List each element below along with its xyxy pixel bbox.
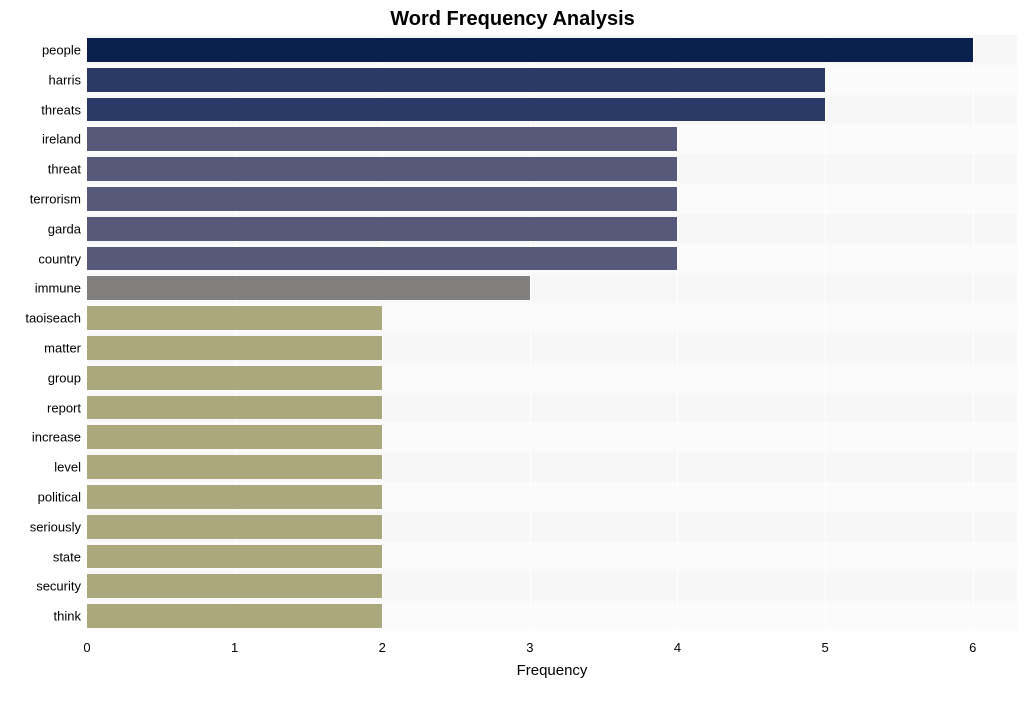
y-tick-label: political (0, 489, 81, 504)
bar (87, 157, 677, 181)
x-tick-label: 0 (83, 640, 90, 655)
grid-line (87, 35, 88, 631)
grid-line (825, 35, 826, 631)
y-tick-label: increase (0, 430, 81, 445)
y-tick-label: terrorism (0, 191, 81, 206)
y-tick-label: security (0, 579, 81, 594)
y-tick-label: group (0, 370, 81, 385)
bar (87, 217, 677, 241)
y-tick-label: people (0, 42, 81, 57)
y-tick-label: country (0, 251, 81, 266)
grid-line (382, 35, 383, 631)
grid-line (530, 35, 531, 631)
bar (87, 574, 382, 598)
y-tick-label: threat (0, 162, 81, 177)
x-tick-label: 1 (231, 640, 238, 655)
bar (87, 336, 382, 360)
y-tick-label: seriously (0, 519, 81, 534)
y-tick-label: immune (0, 281, 81, 296)
bar (87, 127, 677, 151)
bar (87, 515, 382, 539)
y-tick-label: harris (0, 72, 81, 87)
x-tick-label: 5 (821, 640, 828, 655)
bar (87, 187, 677, 211)
y-tick-label: level (0, 460, 81, 475)
y-tick-label: state (0, 549, 81, 564)
bar (87, 425, 382, 449)
y-tick-label: think (0, 609, 81, 624)
bar (87, 366, 382, 390)
bar (87, 455, 382, 479)
y-tick-label: garda (0, 221, 81, 236)
bar (87, 68, 825, 92)
x-tick-label: 6 (969, 640, 976, 655)
bar (87, 485, 382, 509)
y-tick-label: report (0, 400, 81, 415)
grid-line (235, 35, 236, 631)
x-tick-label: 3 (526, 640, 533, 655)
bar (87, 396, 382, 420)
grid-line (677, 35, 678, 631)
word-frequency-chart: Word Frequency Analysis people harris thre… (0, 0, 1025, 701)
bar (87, 306, 382, 330)
x-tick-label: 4 (674, 640, 681, 655)
bar (87, 98, 825, 122)
grid-line (973, 35, 974, 631)
y-tick-label: taoiseach (0, 311, 81, 326)
y-tick-label: ireland (0, 132, 81, 147)
bar (87, 604, 382, 628)
bar (87, 545, 382, 569)
x-axis-label: Frequency (87, 662, 1017, 679)
chart-title: Word Frequency Analysis (0, 8, 1025, 31)
y-tick-label: matter (0, 340, 81, 355)
y-tick-label: threats (0, 102, 81, 117)
bar (87, 38, 973, 62)
bar (87, 247, 677, 271)
bar (87, 276, 530, 300)
x-tick-label: 2 (379, 640, 386, 655)
plot-area (87, 35, 1017, 631)
